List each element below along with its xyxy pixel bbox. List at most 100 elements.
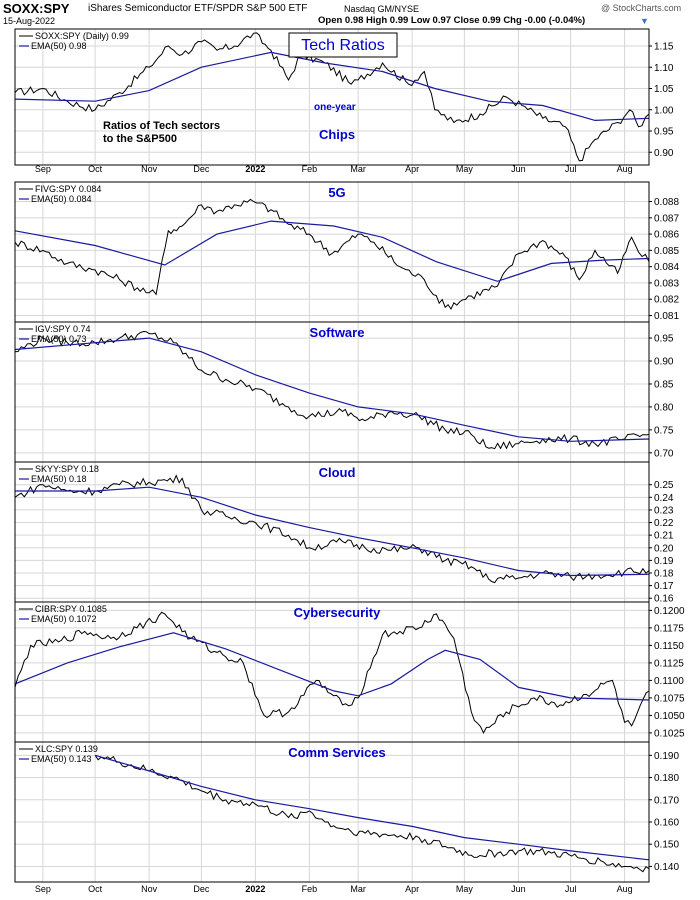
y-tick-label: 0.90: [654, 357, 674, 368]
y-tick-label: 0.21: [654, 531, 674, 542]
legend-price: SKYY:SPY 0.18: [35, 464, 99, 474]
panel-title: 5G: [328, 185, 345, 200]
y-tick-label: 1.00: [654, 105, 674, 116]
price-line: [94, 755, 649, 873]
legend-ema: EMA(50) 0.98: [31, 41, 87, 51]
y-tick-label: 0.85: [654, 379, 674, 390]
chevron-down-icon[interactable]: ▼: [640, 16, 649, 26]
y-tick-label: 0.90: [654, 148, 674, 159]
y-tick-label: 0.19: [654, 556, 674, 567]
ema-line: [15, 632, 649, 701]
note-line-2: to the S&P500: [103, 133, 177, 145]
x-axis-label: Jun: [511, 884, 526, 894]
x-axis-label: Aug: [617, 884, 633, 894]
ema-line: [15, 220, 649, 282]
y-tick-label: 0.170: [654, 795, 679, 806]
y-tick-label: 0.1200: [654, 606, 685, 617]
legend-price: XLC:SPY 0.139: [35, 744, 98, 754]
symbol-label: SOXX:SPY: [3, 1, 70, 16]
x-axis-label: Sep: [35, 164, 51, 174]
x-axis-label: Apr: [405, 884, 419, 894]
y-tick-label: 0.088: [654, 197, 679, 208]
y-tick-label: 0.80: [654, 402, 674, 413]
y-tick-label: 0.140: [654, 862, 679, 873]
one-year-label: one-year: [314, 102, 356, 113]
panel-background: [15, 182, 649, 322]
y-tick-label: 0.22: [654, 518, 674, 529]
y-tick-label: 0.95: [654, 334, 674, 345]
y-tick-label: 0.083: [654, 278, 679, 289]
panel-1: 0.90 0.95 1.00 1.05 1.10 1.15 SOXX:SPY (Daily)…: [14, 28, 674, 166]
legend-ema: EMA(50) 0.18: [31, 474, 87, 484]
x-axis-label: Nov: [141, 884, 158, 894]
x-axis-label: Apr: [405, 164, 419, 174]
y-tick-label: 0.24: [654, 493, 674, 504]
x-axis-label: Jul: [565, 884, 577, 894]
panel-title: Cloud: [319, 465, 356, 480]
ema-line: [15, 486, 649, 577]
x-axis-label: Mar: [350, 884, 366, 894]
legend-price: CIBR:SPY 0.1085: [35, 604, 107, 614]
x-axis-label: Nov: [141, 164, 158, 174]
price-line: [15, 198, 649, 311]
panel-title: Comm Services: [288, 745, 386, 760]
x-axis-label: Oct: [88, 164, 103, 174]
y-tick-label: 0.086: [654, 230, 679, 241]
y-tick-label: 0.084: [654, 262, 679, 273]
legend-ema: EMA(50) 0.084: [31, 194, 92, 204]
x-axis-label: 2022: [245, 164, 265, 174]
price-line: [15, 330, 649, 450]
watermark: @ StockCharts.com: [601, 3, 682, 13]
panel-title: Software: [310, 325, 365, 340]
y-tick-label: 1.05: [654, 84, 674, 95]
panel-title: Cybersecurity: [294, 605, 381, 620]
y-tick-label: 0.18: [654, 568, 674, 579]
y-tick-label: 0.20: [654, 543, 674, 554]
panel-border: [14, 741, 650, 883]
panel-2: 0.081 0.082 0.083 0.084 0.085 0.086 0.087 0.088…: [14, 181, 679, 323]
x-axis-label: 2022: [245, 884, 265, 894]
title-box: [288, 32, 398, 58]
y-tick-label: 0.1100: [654, 676, 684, 687]
y-tick-label: 1.10: [654, 63, 674, 74]
ema-line: [15, 51, 649, 122]
panel-background: [15, 742, 649, 882]
title-box-text: Tech Ratios: [301, 37, 385, 54]
price-line: [15, 32, 649, 162]
legend-price: SOXX:SPY (Daily) 0.99: [35, 31, 129, 41]
panel-background: [15, 322, 649, 462]
panel-title: Chips: [319, 127, 355, 142]
y-tick-label: 0.25: [654, 480, 674, 491]
y-tick-label: 0.70: [654, 448, 674, 459]
y-tick-label: 0.190: [654, 751, 679, 762]
y-tick-label: 0.1150: [654, 641, 684, 652]
legend-price: FIVG:SPY 0.084: [35, 184, 101, 194]
legend-ema: EMA(50) 0.143: [31, 754, 92, 764]
x-axis-label: Aug: [617, 164, 633, 174]
y-tick-label: 1.15: [654, 42, 674, 53]
y-tick-label: 0.082: [654, 295, 679, 306]
x-axis-label: Dec: [193, 164, 210, 174]
panel-5: 0.1025 0.1050 0.1075 0.1100 0.1125 0.1150 0.11…: [14, 601, 685, 743]
note-line-1: Ratios of Tech sectors: [103, 120, 220, 132]
x-axis-label: Jun: [511, 164, 526, 174]
y-tick-label: 0.1075: [654, 693, 685, 704]
quote-label: Open 0.98 High 0.99 Low 0.97 Close 0.99 …: [318, 15, 586, 26]
y-tick-label: 0.1175: [654, 623, 684, 634]
panel-border: [14, 28, 650, 166]
x-axis-label: Feb: [302, 164, 318, 174]
price-line: [15, 611, 649, 735]
legend-ema: EMA(50) 0.73: [31, 334, 87, 344]
panel-4: 0.16 0.17 0.180.19 0.200.21 0.22 0.230.24 0.25…: [14, 461, 674, 605]
y-tick-label: 0.150: [654, 840, 679, 851]
date-label: 15-Aug-2022: [3, 16, 56, 26]
y-tick-label: 0.081: [654, 311, 679, 322]
legend-price: IGV:SPY 0.74: [35, 324, 91, 334]
panel-background: [15, 602, 649, 742]
y-tick-label: 0.95: [654, 127, 674, 138]
chart-header: SOXX:SPY iShares Semiconductor ETF/SPDR …: [0, 0, 700, 28]
panel-3: 0.70 0.75 0.80 0.85 0.90 0.95 IGV:SPY 0.74EMA(…: [14, 321, 674, 463]
x-axis-label: Mar: [350, 164, 366, 174]
y-tick-label: 0.23: [654, 505, 674, 516]
